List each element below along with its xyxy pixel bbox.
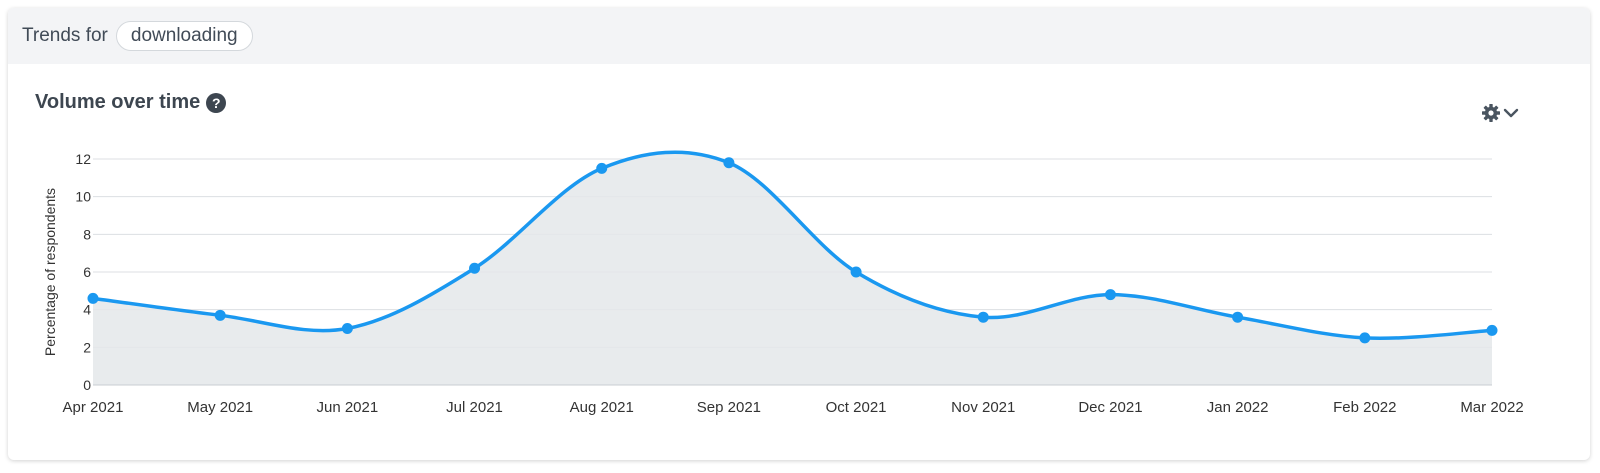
data-point[interactable] bbox=[723, 157, 735, 169]
data-point[interactable] bbox=[469, 262, 481, 274]
data-point[interactable] bbox=[850, 266, 862, 278]
x-tick-label: Apr 2021 bbox=[63, 399, 124, 416]
y-tick-label: 10 bbox=[75, 189, 91, 205]
data-point[interactable] bbox=[596, 162, 608, 174]
series-area bbox=[93, 152, 1492, 385]
data-point[interactable] bbox=[977, 311, 989, 323]
x-tick-label: Aug 2021 bbox=[570, 399, 634, 416]
data-point[interactable] bbox=[1486, 324, 1498, 336]
y-tick-label: 12 bbox=[75, 151, 91, 167]
x-tick-label: Jul 2021 bbox=[446, 399, 503, 416]
y-tick-label: 4 bbox=[83, 302, 91, 318]
x-tick-label: May 2021 bbox=[187, 399, 253, 416]
data-point[interactable] bbox=[87, 292, 99, 304]
trends-label: Trends for bbox=[22, 25, 108, 46]
chart-settings-button[interactable] bbox=[1481, 103, 1519, 123]
y-tick-label: 2 bbox=[83, 339, 91, 355]
card-header: Trends for downloading bbox=[8, 8, 1590, 64]
chart-title: Volume over time bbox=[35, 91, 201, 113]
x-tick-label: Dec 2021 bbox=[1078, 399, 1142, 416]
x-tick-label: Nov 2021 bbox=[951, 399, 1015, 416]
y-tick-label: 0 bbox=[83, 377, 91, 393]
x-tick-label: Sep 2021 bbox=[697, 399, 761, 416]
x-tick-label: Feb 2022 bbox=[1333, 399, 1396, 416]
y-tick-label: 8 bbox=[83, 226, 91, 242]
data-point[interactable] bbox=[1104, 289, 1116, 301]
data-point[interactable] bbox=[1232, 311, 1244, 323]
x-tick-label: Oct 2021 bbox=[826, 399, 887, 416]
x-tick-label: Mar 2022 bbox=[1460, 399, 1523, 416]
data-point[interactable] bbox=[341, 323, 353, 334]
topic-tag[interactable]: downloading bbox=[115, 21, 253, 51]
y-tick-label: 6 bbox=[83, 264, 91, 280]
gear-icon bbox=[1482, 104, 1500, 122]
x-tick-label: Jan 2022 bbox=[1207, 399, 1269, 416]
y-axis-title: Percentage of respondents bbox=[42, 188, 58, 356]
x-tick-label: Jun 2021 bbox=[316, 399, 378, 416]
data-point[interactable] bbox=[1359, 332, 1371, 344]
question-circle-icon[interactable]: ? bbox=[206, 92, 227, 113]
series-line bbox=[92, 150, 1493, 341]
section-title: Volume over time ? bbox=[35, 91, 227, 114]
chevron-down-icon bbox=[1503, 108, 1519, 118]
data-point[interactable] bbox=[214, 309, 226, 321]
